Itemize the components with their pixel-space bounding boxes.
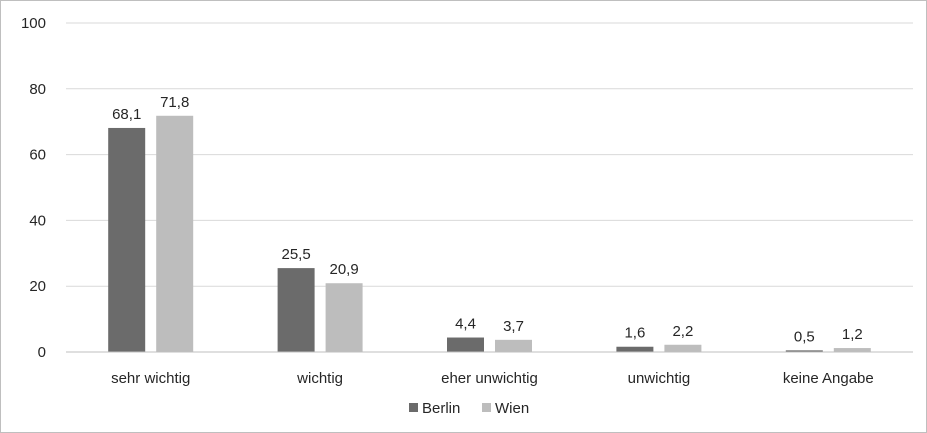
- legend-swatch-wien: [482, 403, 491, 412]
- data-label: 2,2: [672, 323, 693, 340]
- bar-berlin: [108, 127, 146, 353]
- gridlines: [66, 22, 913, 287]
- y-tick-label: 100: [21, 15, 46, 32]
- legend-label: Berlin: [422, 400, 460, 417]
- bar-wien: [495, 339, 532, 352]
- bar-berlin: [277, 268, 315, 352]
- bar-wien: [833, 348, 871, 352]
- y-tick-label: 60: [29, 147, 46, 164]
- legend: Berlin Wien: [409, 400, 529, 417]
- y-tick-label: 40: [29, 212, 46, 229]
- data-label: 25,5: [281, 246, 310, 263]
- legend-swatch-berlin: [409, 403, 418, 412]
- data-label: 71,8: [160, 94, 189, 111]
- data-label: 1,6: [624, 325, 645, 342]
- bars: [108, 115, 871, 353]
- x-category-label: keine Angabe: [783, 370, 874, 387]
- data-label: 4,4: [455, 316, 476, 333]
- x-category-label: sehr wichtig: [111, 370, 190, 387]
- bar-wien: [664, 344, 702, 352]
- y-tick-label: 20: [29, 278, 46, 295]
- data-label: 0,5: [794, 328, 815, 345]
- y-axis-tick-labels: 0 20 40 60 80 100: [21, 15, 46, 361]
- x-category-label: unwichtig: [628, 370, 691, 387]
- bar-berlin: [616, 346, 654, 352]
- data-label: 3,7: [503, 318, 524, 335]
- data-label: 20,9: [329, 261, 358, 278]
- bar-berlin: [785, 350, 823, 352]
- data-label: 1,2: [842, 326, 863, 343]
- x-category-label: eher unwichtig: [441, 370, 538, 387]
- bar-wien: [325, 283, 363, 352]
- data-labels: 68,1 71,8 25,5 20,9 4,4 3,7 1,6 2,2 0,5 1,2: [112, 94, 863, 346]
- x-category-label: wichtig: [296, 370, 343, 387]
- bar-berlin: [447, 337, 484, 352]
- y-tick-label: 80: [29, 81, 46, 98]
- data-label: 68,1: [112, 106, 141, 123]
- bar-wien: [156, 115, 194, 352]
- legend-label: Wien: [495, 400, 529, 417]
- y-tick-label: 0: [38, 344, 46, 361]
- x-axis: sehr wichtig wichtig eher unwichtig unwicht…: [66, 351, 913, 387]
